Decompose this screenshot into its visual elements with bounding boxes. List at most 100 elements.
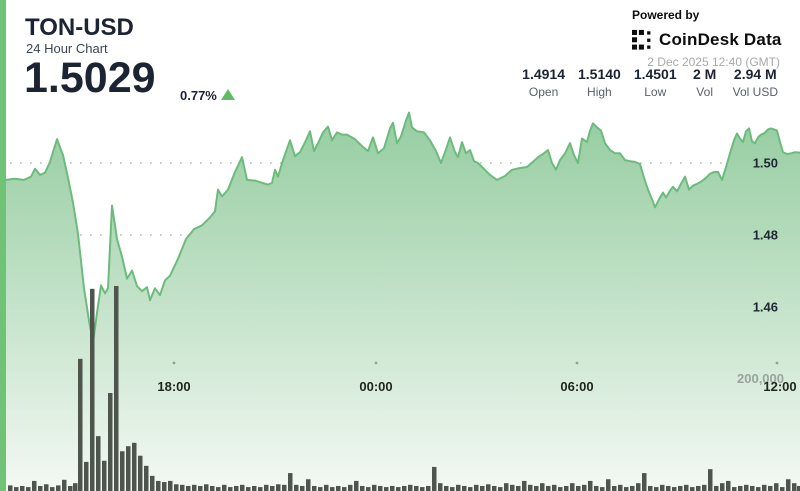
volume-bar	[366, 487, 371, 491]
stat-value: 1.5140	[577, 66, 621, 82]
volume-bar	[144, 465, 149, 491]
volume-bar	[474, 484, 479, 491]
volume-bar	[192, 484, 197, 491]
volume-bar	[546, 485, 551, 491]
volume-bar	[20, 485, 25, 491]
volume-bar	[522, 480, 527, 491]
volume-bar	[702, 484, 707, 491]
volume-bar	[372, 484, 377, 491]
last-price: 1.5029	[24, 54, 156, 102]
volume-bar	[780, 487, 785, 491]
volume-bar	[732, 487, 737, 491]
volume-bar	[336, 485, 341, 491]
volume-bar	[588, 480, 593, 491]
volume-bar	[384, 487, 389, 491]
y-axis-label: 1.50	[753, 156, 778, 171]
volume-bar	[654, 487, 659, 491]
change-percent: 0.77%	[180, 88, 217, 103]
volume-bar	[276, 484, 281, 491]
volume-bar	[90, 288, 95, 491]
volume-bar	[564, 485, 569, 491]
stat-vol: 2 M Vol	[690, 66, 720, 99]
volume-bar	[132, 442, 137, 491]
volume-bar	[264, 484, 269, 491]
volume-bar	[504, 483, 509, 491]
volume-bar	[576, 485, 581, 491]
volume-bar	[174, 484, 179, 491]
x-axis-label: 00:00	[359, 379, 392, 394]
volume-bar	[414, 485, 419, 491]
volume-bar	[738, 485, 743, 491]
volume-bar	[390, 485, 395, 491]
volume-bar	[708, 469, 713, 491]
stat-value: 1.4914	[522, 66, 565, 82]
volume-bar	[120, 451, 125, 491]
volume-bar	[180, 484, 185, 491]
volume-bar	[114, 286, 119, 491]
volume-bar	[324, 484, 329, 491]
volume-bar	[222, 484, 227, 491]
volume-bar	[684, 484, 689, 491]
volume-bar	[138, 455, 143, 491]
volume-bar	[774, 483, 779, 491]
stat-label: Vol	[696, 85, 713, 99]
price-area	[6, 112, 800, 491]
volume-bar	[480, 485, 485, 491]
volume-bar	[570, 483, 575, 491]
stats-row: 1.4914 Open 1.5140 High 1.4501 Low 2 M Vol 2.94 …	[522, 66, 778, 99]
stat-vol-usd: 2.94 M Vol USD	[733, 66, 778, 99]
y-axis-label: 1.48	[753, 228, 778, 243]
volume-bar	[26, 487, 31, 491]
volume-bar	[786, 479, 791, 491]
volume-bar	[528, 484, 533, 491]
volume-bar	[306, 479, 311, 491]
stat-label: Low	[644, 85, 667, 99]
volume-bar	[342, 487, 347, 491]
volume-bar	[14, 487, 19, 491]
volume-bar	[56, 485, 61, 491]
brand-name: CoinDesk Data	[659, 30, 782, 49]
volume-bar	[210, 485, 215, 491]
volume-bar	[300, 485, 305, 491]
volume-bar	[768, 485, 773, 491]
volume-bar	[150, 475, 155, 491]
volume-bar	[408, 484, 413, 491]
stat-value: 1.4501	[633, 66, 677, 82]
volume-bar	[756, 487, 761, 491]
volume-bar	[258, 487, 263, 491]
stat-value: 2.94 M	[733, 66, 777, 82]
coindesk-logo[interactable]: CoinDesk Data	[632, 29, 782, 51]
volume-bar	[618, 484, 623, 491]
header: TON-USD 24 Hour Chart 1.5029 0.77% Power…	[0, 0, 800, 110]
volume-bar	[396, 487, 401, 491]
volume-bar	[750, 485, 755, 491]
volume-bar	[797, 485, 800, 491]
volume-bar	[450, 487, 455, 491]
volume-bar	[186, 485, 191, 491]
coindesk-icon	[632, 29, 654, 51]
volume-bar	[102, 460, 107, 491]
volume-bar	[288, 473, 293, 491]
volume-bar	[720, 483, 725, 491]
volume-bar	[672, 487, 677, 491]
volume-bar	[68, 485, 73, 491]
volume-bar	[420, 487, 425, 491]
volume-bar	[62, 479, 67, 491]
volume-bar	[612, 485, 617, 491]
volume-bar	[534, 485, 539, 491]
volume-bar	[648, 485, 653, 491]
volume-bar	[486, 484, 491, 491]
volume-bar	[44, 484, 49, 491]
volume-bar	[270, 485, 275, 491]
accent-strip	[0, 0, 6, 491]
volume-bar	[354, 480, 359, 491]
tick-dot	[575, 361, 579, 365]
volume-bar	[402, 485, 407, 491]
stat-label: High	[587, 85, 612, 99]
volume-bar	[726, 480, 731, 491]
up-arrow-icon	[221, 89, 235, 100]
volume-bar	[78, 358, 83, 491]
stat-value: 2 M	[692, 66, 717, 82]
volume-bar	[426, 485, 431, 491]
